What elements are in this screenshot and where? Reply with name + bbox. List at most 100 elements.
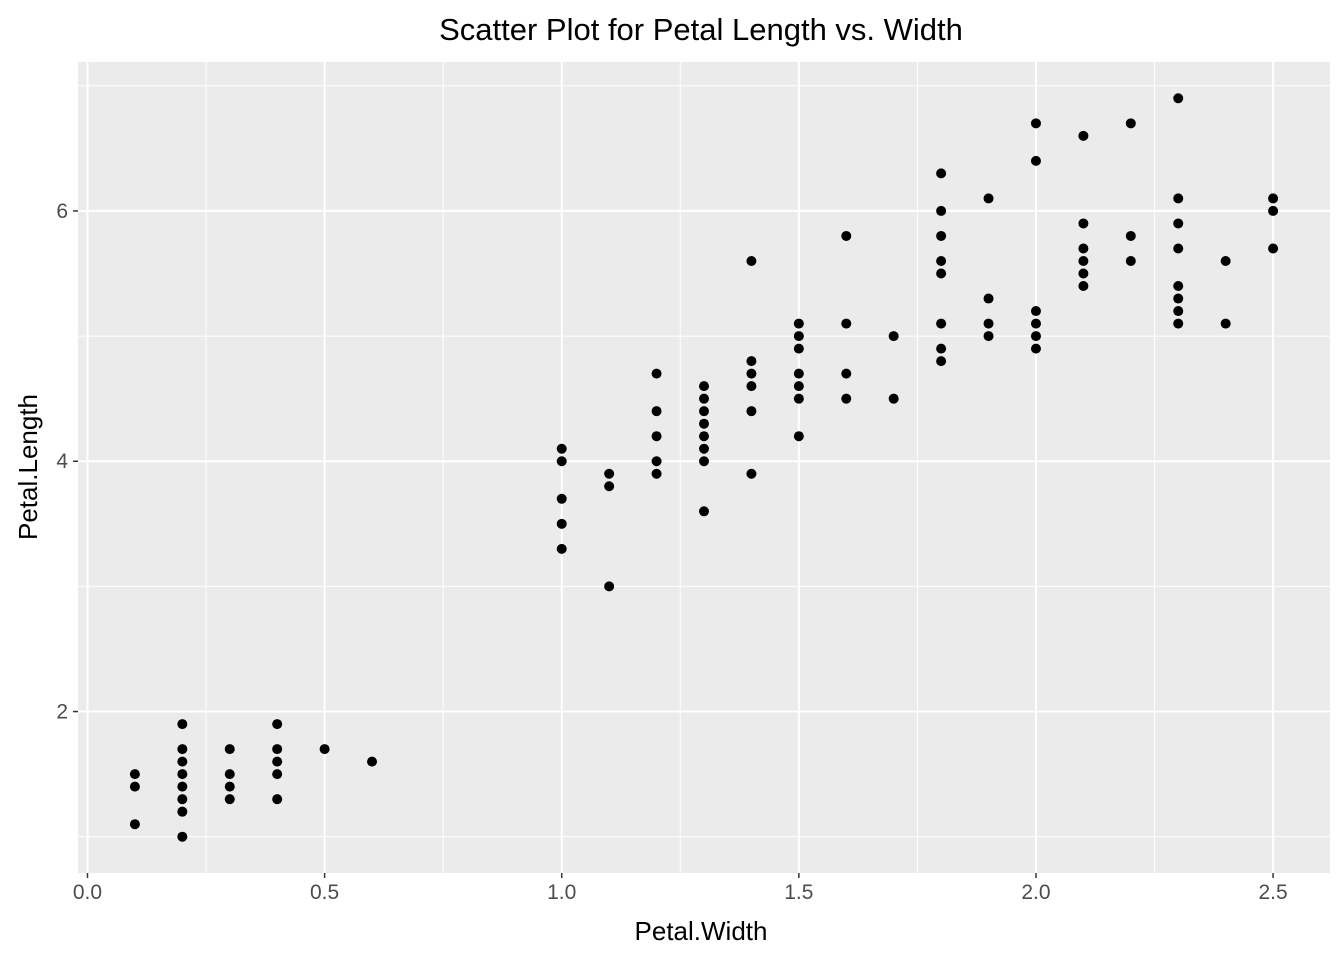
data-point <box>177 744 188 755</box>
data-point <box>1078 255 1089 266</box>
data-point <box>1268 243 1279 254</box>
data-point <box>1078 281 1089 292</box>
data-point <box>129 781 140 792</box>
data-point <box>1173 318 1184 329</box>
data-point <box>983 331 994 342</box>
data-point <box>556 443 567 454</box>
data-point <box>224 769 235 780</box>
data-point <box>1173 218 1184 229</box>
data-point <box>699 431 709 442</box>
data-point <box>936 255 947 266</box>
data-point <box>983 293 994 304</box>
y-axis-title: Petal.Length <box>13 394 43 540</box>
data-point <box>841 368 852 379</box>
data-point <box>936 230 947 241</box>
data-point <box>1220 255 1231 266</box>
data-points <box>129 93 1279 842</box>
data-point <box>841 230 852 241</box>
data-point <box>746 368 757 379</box>
data-point <box>841 393 852 404</box>
data-point <box>177 831 188 842</box>
data-point <box>793 431 804 442</box>
y-axis: 2 4 6 <box>56 200 78 724</box>
data-point <box>556 543 567 554</box>
data-point <box>604 581 615 592</box>
data-point <box>1030 343 1041 354</box>
data-point <box>936 205 947 216</box>
data-point <box>177 794 188 805</box>
data-point <box>1030 155 1041 166</box>
data-point <box>1030 318 1041 329</box>
data-point <box>888 331 899 342</box>
data-point <box>1220 318 1231 329</box>
chart-title: Scatter Plot for Petal Length vs. Width <box>439 12 963 47</box>
data-point <box>983 318 994 329</box>
data-point <box>936 318 947 329</box>
data-point <box>177 756 188 767</box>
data-point <box>699 418 709 429</box>
data-point <box>651 456 662 467</box>
data-point <box>1173 93 1184 104</box>
data-point <box>272 719 283 730</box>
y-tick-label: 2 <box>56 701 68 724</box>
data-point <box>699 406 709 417</box>
data-point <box>936 356 947 367</box>
data-point <box>319 744 330 755</box>
data-point <box>177 719 188 730</box>
data-point <box>129 819 140 830</box>
x-tick-label: 0.5 <box>310 881 339 904</box>
data-point <box>1078 130 1089 141</box>
data-point <box>272 794 283 805</box>
data-point <box>1173 281 1184 292</box>
data-point <box>556 493 567 504</box>
data-point <box>793 343 804 354</box>
data-point <box>1173 293 1184 304</box>
data-point <box>746 406 757 417</box>
data-point <box>936 168 947 179</box>
data-point <box>651 468 662 479</box>
data-point <box>1125 230 1136 241</box>
data-point <box>1268 205 1279 216</box>
data-point <box>367 756 378 767</box>
data-point <box>699 443 709 454</box>
data-point <box>1173 193 1184 204</box>
data-point <box>793 318 804 329</box>
data-point <box>272 756 283 767</box>
data-point <box>177 806 188 817</box>
data-point <box>272 769 283 780</box>
data-point <box>1030 331 1041 342</box>
data-point <box>224 794 235 805</box>
data-point <box>651 406 662 417</box>
data-point <box>1125 255 1136 266</box>
y-tick-label: 4 <box>56 450 68 473</box>
x-tick-label: 2.5 <box>1258 881 1287 904</box>
data-point <box>793 393 804 404</box>
data-point <box>177 781 188 792</box>
data-point <box>651 368 662 379</box>
data-point <box>1078 218 1089 229</box>
data-point <box>1173 306 1184 317</box>
x-tick-label: 0.0 <box>73 881 102 904</box>
data-point <box>888 393 899 404</box>
data-point <box>746 356 757 367</box>
y-tick-label: 6 <box>56 200 68 223</box>
data-point <box>793 381 804 392</box>
data-point <box>651 431 662 442</box>
data-point <box>841 318 852 329</box>
data-point <box>604 468 615 479</box>
data-point <box>604 481 615 492</box>
data-point <box>936 343 947 354</box>
data-point <box>556 456 567 467</box>
data-point <box>746 255 757 266</box>
x-tick-label: 1.5 <box>784 881 813 904</box>
data-point <box>1030 118 1041 129</box>
data-point <box>224 781 235 792</box>
minor-gridlines <box>78 62 1330 873</box>
data-point <box>556 518 567 529</box>
data-point <box>983 193 994 204</box>
data-point <box>936 268 947 279</box>
data-point <box>699 393 709 404</box>
data-point <box>1078 243 1089 254</box>
data-point <box>699 381 709 392</box>
